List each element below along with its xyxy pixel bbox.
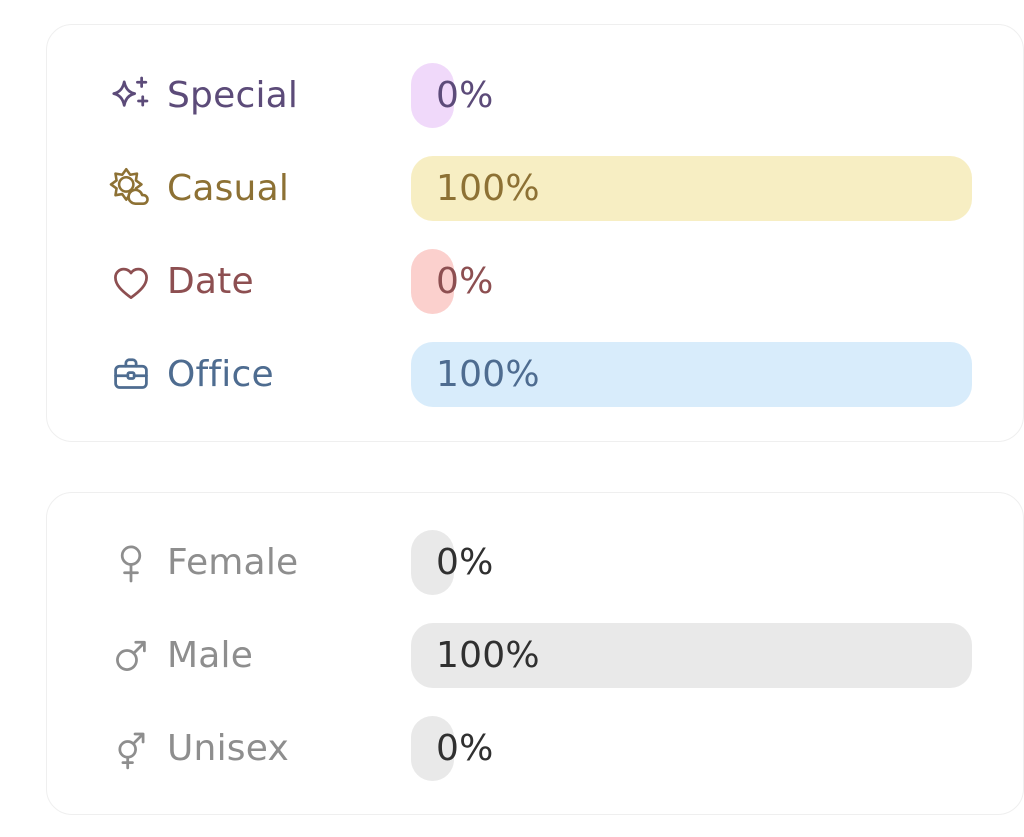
stat-bar-track: 100% bbox=[411, 342, 972, 407]
stat-label: Casual bbox=[167, 167, 290, 209]
stat-bar-track: 100% bbox=[411, 623, 972, 688]
stat-label-cell: Office bbox=[47, 353, 411, 397]
occasion-stats-card: Special 0% Casual 100% Date 0% Office 100% bbox=[46, 24, 1024, 442]
female-icon bbox=[109, 541, 153, 585]
stat-row-office: Office 100% bbox=[47, 342, 1023, 407]
stat-value: 0% bbox=[436, 260, 494, 302]
stat-bar-fill bbox=[411, 156, 972, 221]
stat-label-cell: Male bbox=[47, 634, 411, 678]
stat-label: Date bbox=[167, 260, 254, 302]
stat-bar-fill bbox=[411, 623, 972, 688]
stat-bar-track: 0% bbox=[411, 249, 972, 314]
stat-value: 100% bbox=[436, 167, 540, 209]
stat-value: 0% bbox=[436, 541, 494, 583]
gender-stats-card: Female 0% Male 100% Unisex 0% bbox=[46, 492, 1024, 815]
stat-bar-fill bbox=[411, 716, 454, 781]
stat-bar-track: 0% bbox=[411, 63, 972, 128]
stat-row-casual: Casual 100% bbox=[47, 156, 1023, 221]
sparkles-icon bbox=[109, 74, 153, 118]
stat-row-female: Female 0% bbox=[47, 530, 1023, 595]
stat-label: Special bbox=[167, 74, 299, 116]
heart-icon bbox=[109, 260, 153, 304]
stat-bar-track: 0% bbox=[411, 716, 972, 781]
male-icon bbox=[109, 634, 153, 678]
stat-label-cell: Special bbox=[47, 74, 411, 118]
stat-row-special: Special 0% bbox=[47, 63, 1023, 128]
stat-row-male: Male 100% bbox=[47, 623, 1023, 688]
stat-bar-fill bbox=[411, 249, 454, 314]
stat-label-cell: Date bbox=[47, 260, 411, 304]
unisex-icon bbox=[109, 727, 153, 771]
stat-bar-fill bbox=[411, 63, 454, 128]
stat-label: Unisex bbox=[167, 727, 289, 769]
briefcase-icon bbox=[109, 353, 153, 397]
stat-value: 100% bbox=[436, 353, 540, 395]
stat-bar-fill bbox=[411, 342, 972, 407]
stat-row-date: Date 0% bbox=[47, 249, 1023, 314]
stat-bar-track: 100% bbox=[411, 156, 972, 221]
stat-value: 0% bbox=[436, 727, 494, 769]
stat-bar-fill bbox=[411, 530, 454, 595]
stat-row-unisex: Unisex 0% bbox=[47, 716, 1023, 781]
stat-label: Female bbox=[167, 541, 299, 583]
stat-bar-track: 0% bbox=[411, 530, 972, 595]
stat-value: 0% bbox=[436, 74, 494, 116]
stat-label-cell: Unisex bbox=[47, 727, 411, 771]
stat-value: 100% bbox=[436, 634, 540, 676]
stat-label-cell: Casual bbox=[47, 167, 411, 211]
sun-cloud-icon bbox=[109, 167, 153, 211]
stat-label: Male bbox=[167, 634, 254, 676]
stat-label-cell: Female bbox=[47, 541, 411, 585]
stat-label: Office bbox=[167, 353, 274, 395]
